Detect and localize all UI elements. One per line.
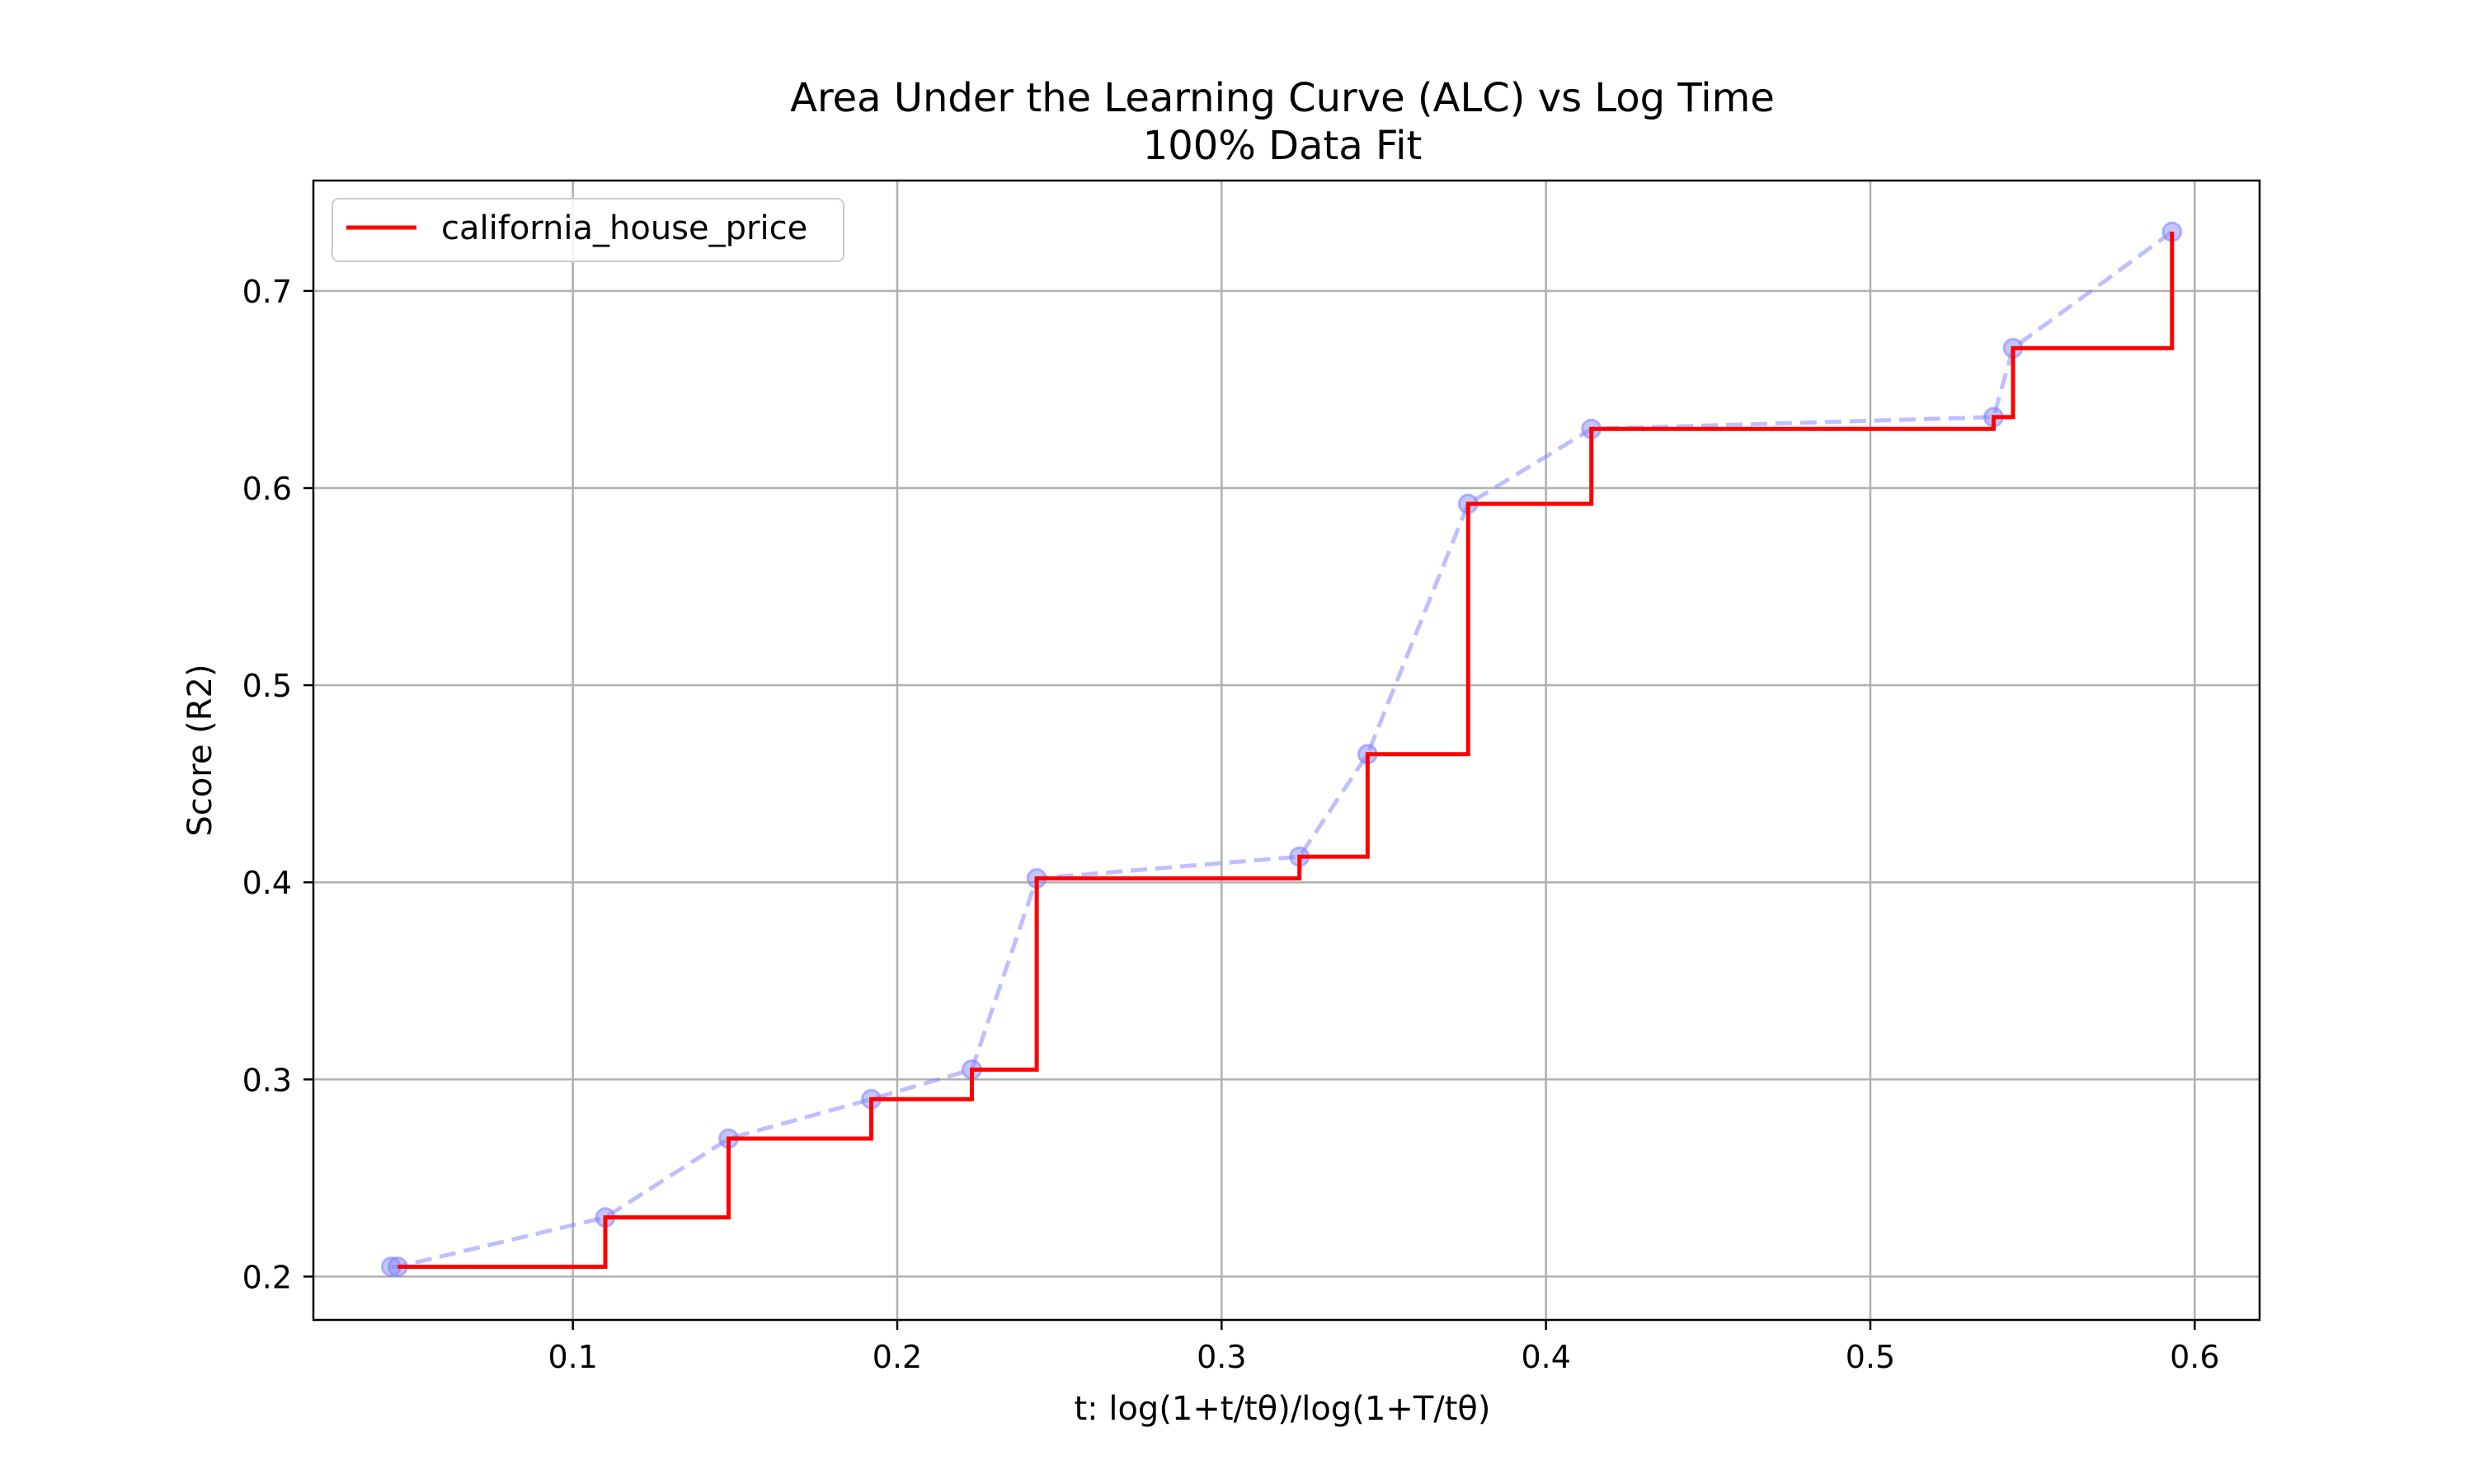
y-axis-ticks: 0.2 0.3 0.4 0.5 0.6 0.7 bbox=[242, 274, 313, 1295]
y-tick-label: 0.5 bbox=[242, 668, 292, 704]
grid-lines bbox=[313, 181, 2260, 1320]
chart-subtitle: 100% Data Fit bbox=[1143, 123, 1423, 169]
y-tick-label: 0.7 bbox=[242, 274, 292, 310]
x-tick-label: 0.5 bbox=[1846, 1339, 1895, 1375]
step-line-california-house-price bbox=[397, 232, 2175, 1269]
y-tick-label: 0.2 bbox=[242, 1259, 292, 1295]
legend-box bbox=[332, 198, 844, 262]
x-tick-label: 0.2 bbox=[872, 1339, 922, 1375]
chart-title: Area Under the Learning Curve (ALC) vs L… bbox=[790, 75, 1775, 121]
y-tick-label: 0.6 bbox=[242, 471, 292, 507]
x-axis-ticks: 0.1 0.2 0.3 0.4 0.5 0.6 bbox=[548, 1320, 2220, 1375]
y-axis-label: Score (R2) bbox=[181, 664, 219, 836]
plot-area-frame bbox=[312, 179, 2261, 1322]
series-layer bbox=[380, 221, 2183, 1277]
x-tick-label: 0.4 bbox=[1521, 1339, 1570, 1375]
y-tick-label: 0.3 bbox=[242, 1062, 292, 1098]
y-tick-label: 0.4 bbox=[242, 865, 292, 901]
x-tick-label: 0.6 bbox=[2170, 1339, 2219, 1375]
x-axis-label: t: log(1+t/tθ)/log(1+T/tθ) bbox=[1074, 1390, 1490, 1428]
legend: california_house_price bbox=[332, 198, 844, 262]
x-tick-label: 0.1 bbox=[548, 1339, 597, 1375]
dashed-trend-line bbox=[391, 230, 2174, 1269]
legend-entry-california-house-price: california_house_price bbox=[441, 209, 807, 247]
x-tick-label: 0.3 bbox=[1197, 1339, 1246, 1375]
